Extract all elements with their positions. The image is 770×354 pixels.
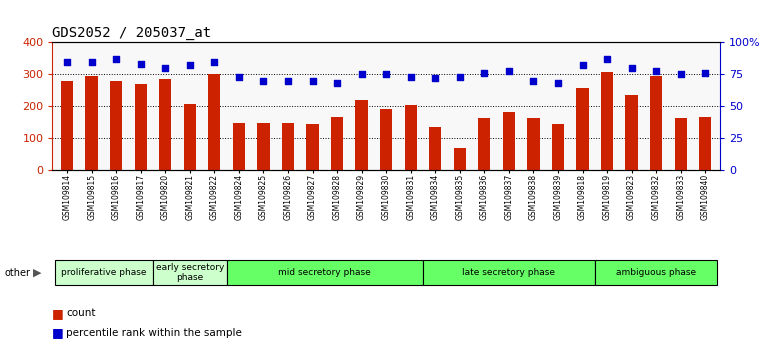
Text: ▶: ▶ [33, 268, 42, 278]
Bar [208, 74, 220, 170]
Point [675, 72, 687, 77]
Bar [55, 260, 153, 285]
Bar [594, 260, 718, 285]
Bar [380, 109, 392, 170]
Bar [257, 123, 270, 170]
Bar [331, 117, 343, 170]
Text: mid secretory phase: mid secretory phase [279, 268, 371, 277]
Point [380, 72, 392, 77]
Point [233, 74, 245, 80]
Bar [153, 260, 226, 285]
Bar [423, 260, 594, 285]
Bar [454, 148, 466, 170]
Bar [135, 84, 147, 170]
Point [85, 59, 98, 64]
Bar [552, 124, 564, 170]
Point [61, 59, 73, 64]
Point [208, 59, 220, 64]
Text: late secretory phase: late secretory phase [462, 268, 555, 277]
Point [356, 72, 368, 77]
Bar [650, 76, 662, 170]
Text: count: count [66, 308, 95, 318]
Bar [478, 118, 490, 170]
Text: ■: ■ [52, 307, 64, 320]
Text: GDS2052 / 205037_at: GDS2052 / 205037_at [52, 26, 212, 40]
Point [331, 80, 343, 86]
Point [110, 56, 122, 62]
Text: proliferative phase: proliferative phase [61, 268, 146, 277]
Text: percentile rank within the sample: percentile rank within the sample [66, 328, 242, 338]
Point [576, 63, 588, 68]
Text: ambiguous phase: ambiguous phase [616, 268, 696, 277]
Bar [85, 76, 98, 170]
Bar [226, 260, 423, 285]
Point [257, 78, 270, 84]
Text: other: other [5, 268, 31, 278]
Point [552, 80, 564, 86]
Bar [356, 100, 368, 170]
Point [306, 78, 319, 84]
Point [454, 74, 466, 80]
Bar [282, 123, 294, 170]
Point [503, 68, 515, 73]
Bar [601, 72, 613, 170]
Bar [110, 81, 122, 170]
Text: early secretory
phase: early secretory phase [156, 263, 224, 282]
Bar [675, 118, 687, 170]
Point [625, 65, 638, 71]
Point [478, 70, 490, 76]
Bar [61, 81, 73, 170]
Point [699, 70, 711, 76]
Point [183, 63, 196, 68]
Bar [306, 124, 319, 170]
Point [650, 68, 662, 73]
Bar [404, 105, 417, 170]
Point [429, 75, 441, 81]
Bar [184, 104, 196, 170]
Point [159, 65, 172, 71]
Bar [699, 118, 711, 170]
Bar [429, 127, 441, 170]
Bar [527, 118, 540, 170]
Point [527, 78, 540, 84]
Bar [159, 79, 172, 170]
Bar [503, 112, 515, 170]
Point [404, 74, 417, 80]
Bar [625, 95, 638, 170]
Text: ■: ■ [52, 326, 64, 339]
Point [135, 61, 147, 67]
Bar [233, 123, 245, 170]
Point [282, 78, 294, 84]
Point [601, 56, 613, 62]
Bar [577, 88, 588, 170]
